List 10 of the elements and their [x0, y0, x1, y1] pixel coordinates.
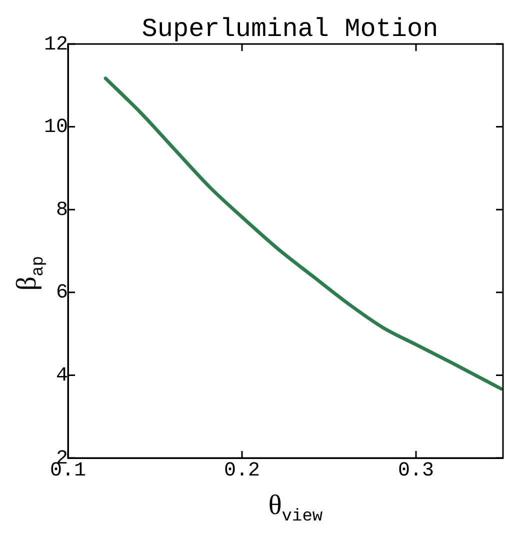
x-tick-label: 0.2 — [224, 459, 260, 482]
x-tick-label: 0.3 — [398, 459, 434, 482]
y-tick-label: 6 — [56, 282, 68, 305]
line-series — [104, 76, 503, 391]
y-tick-label: 4 — [56, 364, 68, 388]
y-tick-label: 8 — [56, 198, 68, 222]
chart-title: Superluminal Motion — [142, 14, 438, 44]
y-tick-label: 12 — [44, 33, 68, 56]
y-tick-label: 10 — [44, 116, 68, 140]
x-axis-title: θ$_{view}$ — [267, 490, 324, 527]
